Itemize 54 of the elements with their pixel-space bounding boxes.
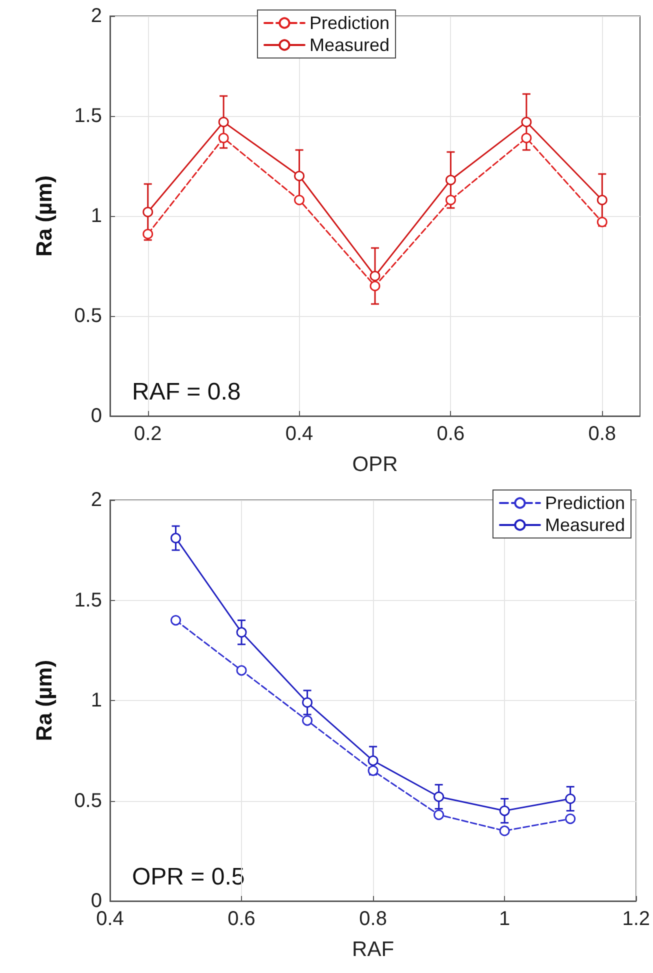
y-tick-label: 1.5 <box>74 589 102 612</box>
legend-label: Prediction <box>544 493 626 513</box>
point <box>434 810 444 820</box>
legend-label: Prediction <box>309 13 390 33</box>
point <box>142 228 154 240</box>
y-tick-label: 2 <box>90 489 102 511</box>
y-tick-label: 2 <box>90 5 102 27</box>
point <box>596 194 608 206</box>
point <box>236 665 247 676</box>
x-tick-label: 0.6 <box>228 908 256 930</box>
point <box>170 615 182 626</box>
y-tick-label: 0.5 <box>74 305 102 327</box>
point <box>368 755 378 766</box>
point <box>596 216 608 228</box>
y-axis-title: Ra (µm) <box>32 175 56 257</box>
y-tick-label: 0 <box>90 405 102 427</box>
point <box>294 194 305 206</box>
x-tick-label: 0.8 <box>588 423 616 445</box>
point <box>434 791 444 802</box>
x-tick-label: 1.2 <box>622 908 650 930</box>
y-tick-label: 1 <box>90 205 102 227</box>
point <box>368 765 378 776</box>
point <box>170 532 182 544</box>
point <box>370 270 380 282</box>
y-tick-label: 1 <box>90 690 102 712</box>
point <box>521 132 532 144</box>
x-axis-title: OPR <box>352 453 398 476</box>
legend-label: Measured <box>309 35 390 55</box>
point <box>302 715 313 726</box>
y-axis-title: Ra (µm) <box>32 660 56 742</box>
x-tick-label: 0.4 <box>285 423 314 445</box>
point <box>565 814 576 824</box>
point <box>294 170 305 182</box>
y-tick-label: 0.5 <box>74 790 102 812</box>
point <box>142 206 154 218</box>
legend-label: Measured <box>544 515 626 535</box>
point <box>236 627 247 638</box>
point <box>302 697 313 708</box>
point <box>499 806 510 816</box>
x-tick-label: 0.6 <box>436 423 465 445</box>
point <box>565 793 576 804</box>
y-tick-label: 1.5 <box>74 105 102 127</box>
point <box>445 194 456 206</box>
point <box>445 174 456 186</box>
x-tick-label: 1 <box>499 908 510 930</box>
point <box>499 826 510 836</box>
point <box>218 132 229 144</box>
point <box>370 280 380 292</box>
annotation: RAF = 0.8 <box>132 378 241 406</box>
point <box>521 116 532 128</box>
x-tick-label: 0.2 <box>134 423 162 445</box>
x-tick-label: 0.8 <box>359 908 387 930</box>
x-axis-title: RAF <box>352 938 394 961</box>
point <box>218 116 229 128</box>
